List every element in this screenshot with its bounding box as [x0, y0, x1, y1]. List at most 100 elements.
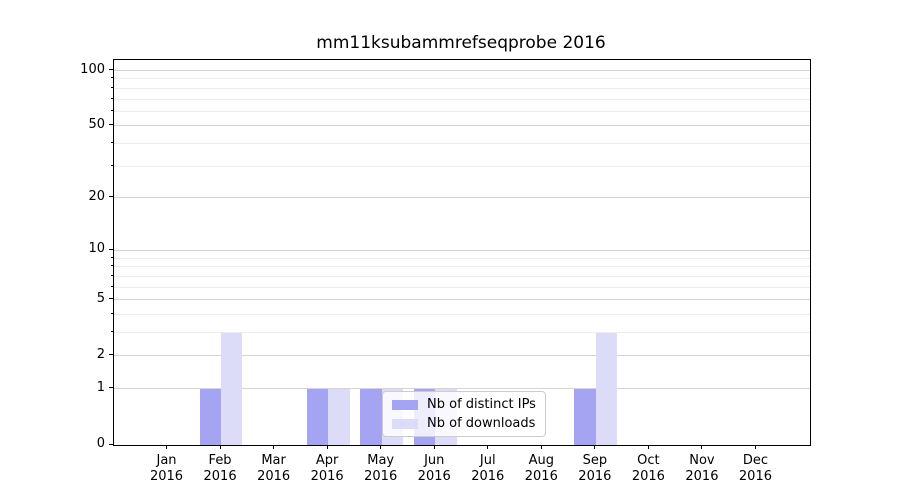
y-tick-mark: [109, 196, 113, 198]
x-tick-year-label: 2016: [578, 468, 612, 484]
major-gridline: [114, 355, 810, 357]
major-gridline: [114, 299, 810, 301]
x-tick-year-label: 2016: [364, 468, 398, 484]
y-minor-tick-mark: [110, 142, 113, 144]
minor-gridline: [114, 332, 810, 334]
y-tick-label: 2: [96, 346, 105, 362]
x-tick-label-nov: Nov 2016: [675, 453, 729, 484]
major-gridline: [114, 197, 810, 199]
minor-gridline: [114, 78, 810, 80]
y-tick-mark: [109, 354, 113, 356]
x-tick-year-label: 2016: [149, 468, 184, 484]
minor-gridline: [114, 98, 810, 100]
bar-downloads-apr: [328, 388, 350, 445]
y-tick-label: 5: [96, 290, 105, 306]
x-tick-mark: [273, 445, 275, 449]
legend-row-distinct-ips: Nb of distinct IPs: [392, 397, 537, 412]
chart-title: mm11ksubammrefseqprobe 2016: [316, 33, 606, 53]
minor-gridline: [114, 275, 810, 277]
x-tick-mark: [754, 445, 756, 449]
legend-label-downloads: Nb of downloads: [427, 416, 536, 431]
x-tick-label-jun: Jun 2016: [407, 453, 461, 484]
minor-gridline: [114, 110, 810, 112]
x-tick-label-feb: Feb 2016: [193, 453, 247, 484]
x-tick-year-label: 2016: [738, 468, 772, 484]
y-minor-tick-mark: [110, 285, 113, 287]
y-minor-tick-mark: [110, 274, 113, 276]
minor-gridline: [114, 87, 810, 89]
y-minor-tick-mark: [110, 77, 113, 79]
y-minor-tick-mark: [110, 86, 113, 88]
x-tick-label-aug: Aug 2016: [514, 453, 568, 484]
y-tick-label: 100: [80, 61, 105, 77]
y-minor-tick-mark: [110, 109, 113, 111]
x-tick-mark: [166, 445, 168, 449]
major-gridline: [114, 70, 810, 72]
x-tick-label-mar: Mar 2016: [247, 453, 301, 484]
x-tick-label-oct: Oct 2016: [621, 453, 675, 484]
x-tick-year-label: 2016: [524, 468, 558, 484]
x-tick-label-apr: Apr 2016: [300, 453, 354, 484]
y-minor-tick-mark: [110, 331, 113, 333]
bar-downloads-sep: [595, 332, 618, 445]
y-minor-tick-mark: [110, 97, 113, 99]
plot-area: [113, 59, 811, 446]
y-tick-label: 20: [88, 188, 105, 204]
y-tick-mark: [109, 69, 113, 71]
bar-distinct-ips-may: [360, 388, 382, 445]
x-tick-mark: [433, 445, 435, 449]
y-minor-tick-mark: [110, 256, 113, 258]
x-tick-year-label: 2016: [417, 468, 451, 484]
y-minor-tick-mark: [110, 312, 113, 314]
x-tick-mark: [701, 445, 703, 449]
x-tick-label-may: May 2016: [354, 453, 408, 484]
legend-swatch-downloads-icon: [392, 418, 418, 429]
y-tick-mark: [109, 298, 113, 300]
x-tick-label-dec: Dec 2016: [728, 453, 782, 484]
y-tick-mark: [109, 443, 113, 445]
legend: Nb of distinct IPs Nb of downloads: [382, 391, 546, 437]
y-tick-label: 1: [96, 379, 105, 395]
major-gridline: [114, 249, 810, 251]
legend-label-distinct-ips: Nb of distinct IPs: [427, 397, 536, 412]
bar-downloads-feb: [221, 332, 243, 445]
major-gridline: [114, 388, 810, 390]
bar-distinct-ips-sep: [574, 388, 596, 445]
y-tick-mark: [109, 248, 113, 250]
bar-distinct-ips-apr: [306, 388, 329, 445]
bar-distinct-ips-feb: [199, 388, 222, 445]
y-tick-label: 0: [96, 436, 105, 451]
x-tick-year-label: 2016: [471, 468, 505, 484]
x-tick-year-label: 2016: [685, 468, 719, 484]
x-tick-label-jul: Jul 2016: [461, 453, 515, 484]
x-tick-year-label: 2016: [310, 468, 344, 484]
minor-gridline: [114, 286, 810, 288]
y-minor-tick-mark: [110, 164, 113, 166]
x-tick-year-label: 2016: [203, 468, 237, 484]
minor-gridline: [114, 266, 810, 268]
y-tick-mark: [109, 124, 113, 126]
minor-gridline: [114, 257, 810, 259]
legend-row-downloads: Nb of downloads: [392, 416, 537, 431]
x-tick-label-jan: Jan 2016: [140, 453, 194, 484]
x-tick-year-label: 2016: [257, 468, 291, 484]
y-tick-label: 10: [88, 241, 105, 257]
y-minor-tick-mark: [110, 265, 113, 267]
x-tick-mark: [487, 445, 489, 449]
minor-gridline: [114, 143, 810, 145]
minor-gridline: [114, 313, 810, 315]
x-tick-label-sep: Sep 2016: [568, 453, 622, 484]
minor-gridline: [114, 165, 810, 167]
y-tick-mark: [109, 387, 113, 389]
legend-swatch-distinct-ips-icon: [392, 399, 418, 410]
x-tick-mark: [647, 445, 649, 449]
x-tick-mark: [326, 445, 328, 449]
major-gridline: [114, 125, 810, 127]
x-tick-mark: [380, 445, 382, 449]
x-tick-mark: [219, 445, 221, 449]
y-tick-label: 50: [88, 116, 105, 132]
x-tick-mark: [540, 445, 542, 449]
x-tick-mark: [594, 445, 596, 449]
x-tick-year-label: 2016: [631, 468, 665, 484]
